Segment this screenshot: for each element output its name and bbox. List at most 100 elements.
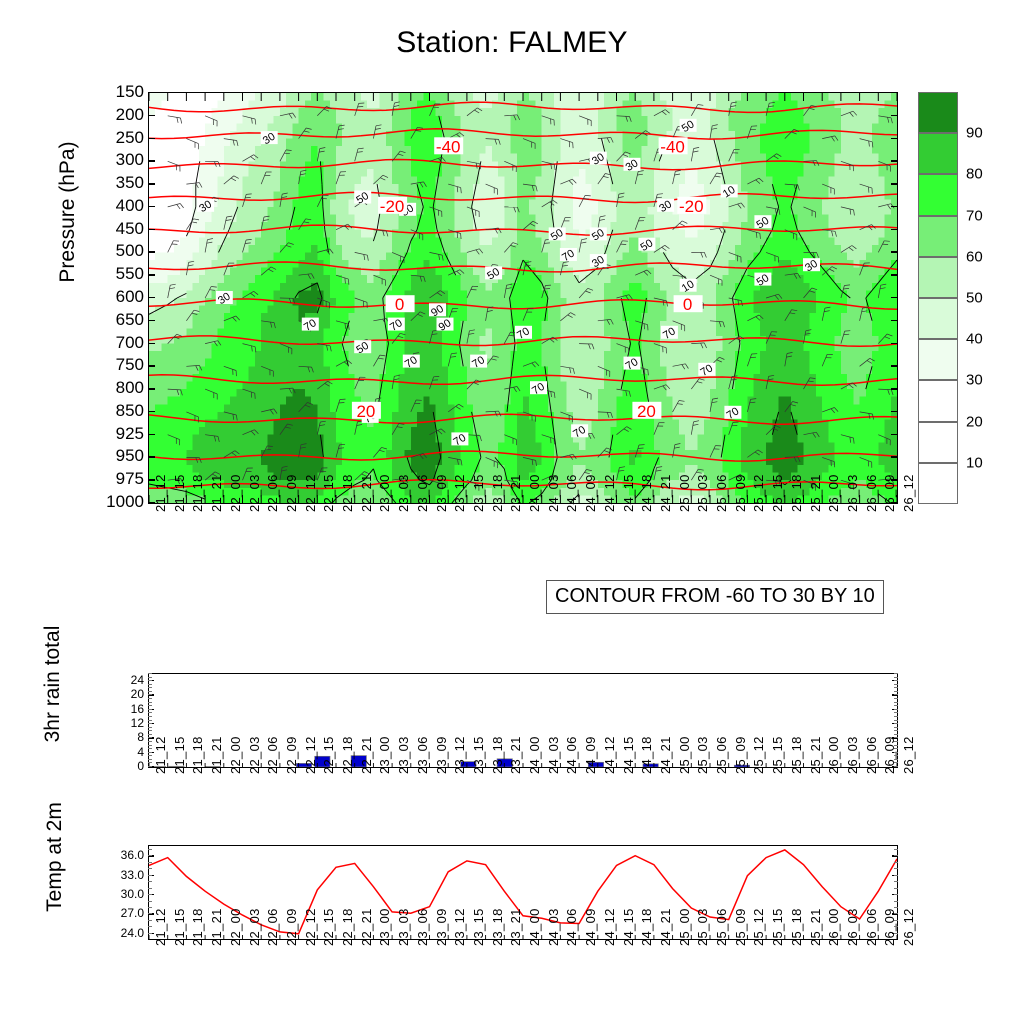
x-tick-label: 22_15 [321, 908, 337, 946]
x-tick-label: 22_21 [358, 736, 374, 774]
x-tick-label: 24_12 [601, 474, 617, 512]
rain-y-minor-tick [894, 676, 898, 678]
y-tick-mark [891, 319, 898, 322]
x-tick-label: 25_21 [807, 736, 823, 774]
y-tick-label: 1000 [106, 492, 144, 511]
x-tick-label: 24_15 [620, 908, 636, 946]
x-tick-label: 23_21 [508, 908, 524, 946]
x-tick-label: 23_03 [396, 908, 412, 946]
rain-y-minor-tick [148, 758, 152, 760]
temp-y-minor-tick [148, 848, 152, 850]
y-tick-mark [148, 160, 155, 162]
x-tick-label: 23_18 [489, 908, 505, 946]
y-tick-mark [891, 433, 898, 436]
colorbar-tick-label: 30 [966, 371, 983, 389]
x-tick-label: 25_21 [807, 908, 823, 946]
x-tick-label: 25_00 [676, 474, 692, 512]
x-tick-label: 21_12 [153, 474, 168, 512]
cross-section-plot[interactable]: 30 30 30 50 50 50 50 50 50 50 50 50 70 70 70 70 70 70 70 70… [148, 92, 898, 504]
x-tick-label: 24_15 [620, 474, 636, 512]
x-tick-label: 21_12 [153, 908, 168, 946]
colorbar-band [918, 380, 958, 422]
colorbar-band [918, 133, 958, 175]
colorbar-tick-label: 40 [966, 330, 983, 348]
x-tick-label: 25_03 [695, 474, 711, 512]
rain-y-minor-tick [148, 712, 152, 714]
temp-y-minor-tick [894, 848, 898, 850]
rain-y-axis: 0 4 8 12 16 20 24 [100, 673, 144, 773]
rain-y-minor-tick [894, 737, 898, 739]
colorbar-tick-label: 70 [966, 207, 983, 225]
x-tick-label: 22_09 [283, 474, 299, 512]
x-tick-label: 23_15 [470, 474, 486, 512]
x-tick-label: 23_15 [470, 736, 486, 774]
x-tick-label: 25_03 [695, 908, 711, 946]
rain-y-minor-tick [148, 730, 152, 732]
rain-y-minor-tick [894, 740, 898, 742]
contour-legend: CONTOUR FROM -60 TO 30 BY 10 [546, 580, 884, 614]
rain-y-minor-tick [148, 673, 152, 674]
rain-y-minor-tick [894, 690, 898, 692]
rain-y-minor-tick [148, 766, 152, 767]
y-tick-mark [148, 502, 155, 504]
x-tick-label: 22_18 [340, 908, 355, 946]
y-tick-label: 400 [115, 195, 144, 215]
colorbar-band [918, 339, 958, 381]
colorbar: 90 80 70 60 50 40 30 20 10 [918, 92, 983, 504]
rain-plot[interactable] [148, 673, 898, 768]
y-tick-mark [148, 433, 155, 436]
x-tick-label: 26_03 [844, 474, 860, 512]
y-tick-mark [148, 205, 155, 208]
temp-y-minor-tick [148, 926, 152, 928]
x-tick-label: 24_00 [527, 474, 542, 512]
x-tick-label: 22_18 [340, 736, 355, 774]
rain-x-axis-labels: 21_12 21_15 21_18 21_21 22_00 22_03 22_06 22_09… [148, 736, 916, 852]
rain-y-minor-tick [894, 723, 898, 725]
temp-y-minor-tick [894, 919, 898, 921]
x-tick-label: 22_03 [246, 908, 262, 946]
y-tick-mark [148, 388, 155, 390]
rain-y-minor-tick [894, 687, 898, 689]
rain-y-minor-tick [894, 751, 898, 753]
colorbar-tick-label: 80 [966, 165, 983, 183]
temp-y-axis-label: Temp at 2m [43, 802, 66, 912]
rain-y-tick-label: 16 [130, 701, 144, 716]
x-tick-label: 24_06 [564, 736, 580, 774]
x-tick-label: 22_06 [265, 474, 281, 512]
temp-y-tick-label: 24.0 [120, 925, 144, 940]
temp-y-minor-tick [148, 913, 152, 915]
rain-y-minor-tick [148, 701, 152, 703]
rain-y-minor-tick [894, 744, 898, 746]
temp-y-minor-tick [894, 887, 898, 889]
y-tick-mark [148, 342, 155, 344]
y-tick-label: 600 [115, 287, 144, 306]
x-tick-label: 23_12 [452, 474, 468, 512]
y-tick-mark [148, 456, 155, 458]
temp-y-minor-tick [894, 900, 898, 902]
rain-y-minor-tick [894, 748, 898, 750]
rain-y-minor-tick [894, 762, 898, 764]
x-tick-label: 23_00 [377, 736, 393, 774]
x-tick-label: 25_21 [807, 474, 823, 512]
y-tick-mark [148, 297, 155, 299]
y-tick-mark [148, 410, 155, 413]
y-tick-label: 150 [115, 82, 144, 101]
temp-y-minor-tick [148, 894, 152, 896]
temp-y-axis: 24.0 27.0 30.0 33.0 36.0 [95, 845, 144, 940]
x-tick-label: 23_00 [377, 474, 393, 512]
x-tick-label: 23_06 [414, 908, 430, 946]
y-tick-mark [148, 114, 155, 117]
rain-y-tick-label: 4 [137, 744, 144, 759]
y-tick-mark [891, 114, 898, 117]
x-tick-label: 21_18 [190, 736, 206, 774]
x-tick-label: 21_21 [209, 736, 225, 774]
x-tick-label: 22_00 [227, 908, 243, 946]
y-tick-mark [148, 183, 155, 185]
temp-y-minor-tick [148, 861, 152, 863]
y-tick-mark [891, 479, 898, 481]
rain-y-minor-tick [148, 737, 152, 739]
x-tick-label: 24_09 [583, 736, 599, 774]
colorbar-tick-label: 20 [966, 413, 983, 431]
temp-plot[interactable] [148, 845, 898, 940]
